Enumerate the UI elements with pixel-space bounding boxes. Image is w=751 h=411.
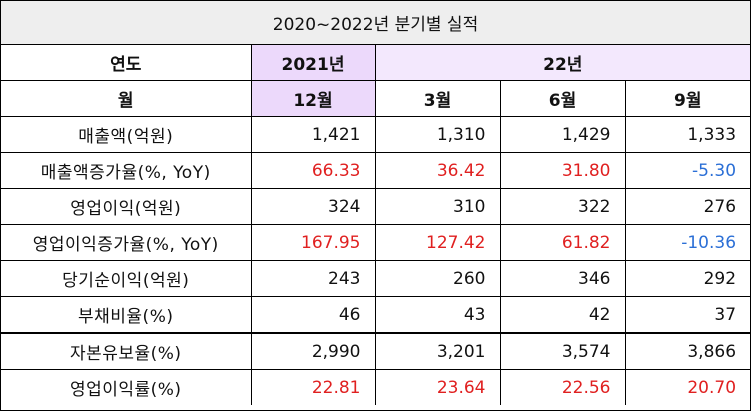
cell-value: 22.81 <box>250 369 376 405</box>
cell-value: 37 <box>624 296 751 334</box>
row-label: 매출액(억원) <box>1 116 252 153</box>
cell-value: 276 <box>624 188 751 225</box>
month-header-dec: 12월 <box>250 80 376 117</box>
cell-value: 127.42 <box>374 224 501 261</box>
cell-value: 292 <box>624 260 751 297</box>
row-debt-ratio: 부채비율(%) 46 43 42 37 <box>1 296 751 334</box>
row-label: 자본유보율(%) <box>1 332 252 370</box>
cell-value: 346 <box>499 260 626 297</box>
row-label: 부채비율(%) <box>1 296 252 334</box>
cell-value: 260 <box>374 260 501 297</box>
cell-value: 43 <box>374 296 501 334</box>
cell-value: -10.36 <box>624 224 751 261</box>
month-header-sep: 9월 <box>624 80 751 117</box>
cell-value: 1,310 <box>374 116 501 153</box>
cell-value: 1,333 <box>624 116 751 153</box>
year-2021-header: 2021년 <box>250 44 376 81</box>
year-header-row: 연도 2021년 22년 <box>1 44 751 81</box>
year-2022-header: 22년 <box>374 44 751 81</box>
cell-value: -5.30 <box>624 152 751 189</box>
row-revenue-growth: 매출액증가율(%, YoY) 66.33 36.42 31.80 -5.30 <box>1 152 751 189</box>
row-label: 영업이익증가율(%, YoY) <box>1 224 252 261</box>
cell-value: 61.82 <box>499 224 626 261</box>
row-label: 영업이익률(%) <box>1 369 252 405</box>
year-header-label: 연도 <box>1 44 252 81</box>
month-header-mar: 3월 <box>374 80 501 117</box>
cell-value: 42 <box>499 296 626 334</box>
row-label: 매출액증가율(%, YoY) <box>1 152 252 189</box>
cell-value: 2,990 <box>250 332 376 370</box>
cell-value: 3,201 <box>374 332 501 370</box>
month-header-jun: 6월 <box>499 80 626 117</box>
row-operating-profit-growth: 영업이익증가율(%, YoY) 167.95 127.42 61.82 -10.36 <box>1 224 751 261</box>
row-retention-ratio: 자본유보율(%) 2,990 3,201 3,574 3,866 <box>1 332 751 370</box>
cell-value: 310 <box>374 188 501 225</box>
cell-value: 167.95 <box>250 224 376 261</box>
row-operating-margin: 영업이익률(%) 22.81 23.64 22.56 20.70 <box>1 369 751 405</box>
table-title: 2020~2022년 분기별 실적 <box>1 1 751 45</box>
cell-value: 3,574 <box>499 332 626 370</box>
cell-value: 3,866 <box>624 332 751 370</box>
month-header-row: 월 12월 3월 6월 9월 <box>1 80 751 117</box>
cell-value: 23.64 <box>374 369 501 405</box>
cell-value: 36.42 <box>374 152 501 189</box>
row-label: 당기순이익(억원) <box>1 260 252 297</box>
cell-value: 66.33 <box>250 152 376 189</box>
row-revenue: 매출액(억원) 1,421 1,310 1,429 1,333 <box>1 116 751 153</box>
cell-value: 31.80 <box>499 152 626 189</box>
cell-value: 322 <box>499 188 626 225</box>
row-label: 영업이익(억원) <box>1 188 252 225</box>
cell-value: 243 <box>250 260 376 297</box>
cell-value: 20.70 <box>624 369 751 405</box>
cell-value: 46 <box>250 296 376 334</box>
month-header-label: 월 <box>1 80 252 117</box>
cell-value: 1,421 <box>250 116 376 153</box>
row-operating-profit: 영업이익(억원) 324 310 322 276 <box>1 188 751 225</box>
title-row: 2020~2022년 분기별 실적 <box>1 1 751 45</box>
cell-value: 324 <box>250 188 376 225</box>
cell-value: 1,429 <box>499 116 626 153</box>
cell-value: 22.56 <box>499 369 626 405</box>
row-net-income: 당기순이익(억원) 243 260 346 292 <box>1 260 751 297</box>
